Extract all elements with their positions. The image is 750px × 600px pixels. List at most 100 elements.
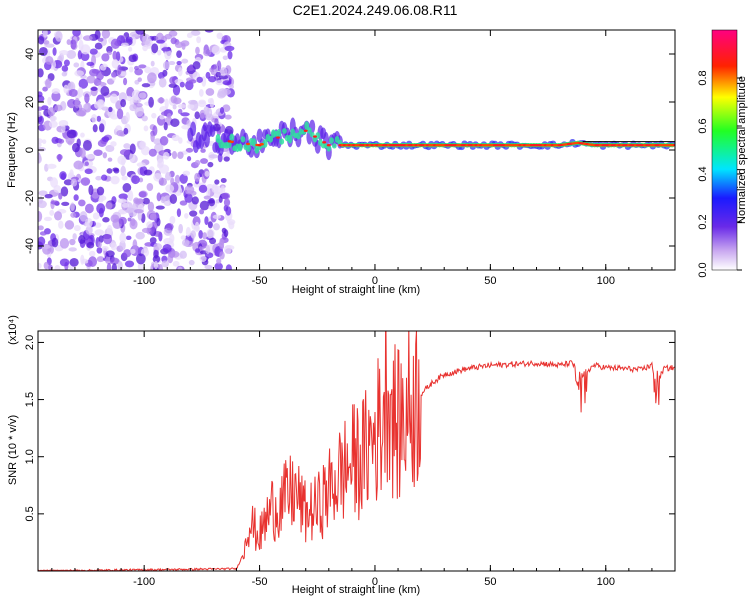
noise-speckle — [157, 72, 165, 80]
noise-speckle — [102, 152, 108, 159]
ridge-mid — [229, 133, 235, 142]
noise-speckle — [134, 209, 144, 214]
colorbar-tick-label: 0.6 — [697, 118, 709, 133]
noise-speckle — [194, 159, 201, 166]
noise-speckle — [179, 200, 188, 206]
noise-speckle — [43, 216, 52, 222]
noise-speckle — [94, 42, 103, 50]
noise-speckle — [119, 149, 130, 156]
noise-speckle — [199, 255, 207, 262]
noise-speckle — [157, 158, 164, 168]
noise-speckle — [166, 112, 172, 119]
ridge-mid — [262, 139, 268, 148]
noise-speckle — [122, 182, 132, 193]
noise-speckle — [205, 71, 211, 79]
noise-speckle — [120, 98, 127, 108]
noise-speckle — [69, 238, 76, 246]
noise-speckle — [156, 39, 166, 44]
noise-speckle — [67, 82, 74, 90]
noise-speckle — [219, 251, 225, 260]
noise-speckle — [72, 233, 77, 240]
noise-speckle — [196, 36, 202, 44]
noise-speckle — [38, 68, 44, 78]
noise-speckle — [38, 115, 44, 125]
snr-y-ticks: 0.5 1.0 1.5 2.0 — [24, 335, 675, 522]
noise-speckle — [161, 47, 171, 52]
noise-speckle — [89, 48, 98, 55]
colorbar-tick-label: 0.2 — [697, 214, 709, 229]
noise-speckle — [147, 201, 155, 212]
noise-speckle — [157, 49, 162, 56]
ridge-core — [259, 143, 264, 146]
ridge-mid — [268, 135, 274, 143]
noise-speckle — [38, 94, 45, 103]
noise-speckle — [152, 255, 161, 264]
noise-speckle — [209, 237, 217, 245]
noise-speckle — [220, 67, 228, 77]
noise-speckle — [38, 190, 48, 196]
noise-speckle — [143, 125, 149, 132]
noise-speckle — [191, 196, 199, 205]
noise-speckle — [158, 177, 167, 186]
spectrogram-panel: -100 -50 0 50 100 -40 -20 0 20 40 Height of stra… — [6, 29, 676, 296]
noise-speckle — [195, 248, 201, 253]
noise-speckle — [208, 75, 217, 83]
noise-speckle — [139, 141, 147, 149]
noise-speckle — [165, 222, 174, 231]
noise-speckle — [136, 162, 146, 168]
noise-speckle — [55, 30, 63, 42]
noise-speckle — [70, 178, 78, 187]
noise-speckle — [42, 139, 47, 145]
noise-speckle — [180, 235, 187, 240]
noise-speckle — [157, 264, 164, 270]
snr-frame — [37, 330, 676, 572]
noise-speckle — [203, 49, 212, 57]
noise-speckle — [179, 173, 188, 184]
noise-speckle — [69, 169, 74, 178]
noise-speckle — [88, 256, 98, 267]
noise-speckle — [102, 217, 110, 223]
noise-speckle — [203, 106, 210, 116]
noise-speckle — [222, 80, 232, 86]
noise-speckle — [74, 97, 80, 109]
ridge-core — [312, 135, 317, 138]
noise-speckle — [60, 186, 69, 197]
noise-speckle — [123, 249, 132, 258]
noise-speckle — [92, 124, 98, 133]
noise-speckle — [197, 100, 207, 108]
x-tick-label: -50 — [252, 275, 268, 287]
noise-speckle — [121, 202, 130, 208]
ridge-mid — [304, 121, 310, 131]
noise-speckle — [61, 65, 69, 72]
ridge-mid — [282, 128, 287, 134]
noise-speckle — [93, 149, 103, 156]
noise-speckle — [228, 84, 234, 90]
noise-speckle — [178, 137, 183, 144]
snr-y-scale-label: (x10⁴) — [7, 315, 19, 345]
noise-speckle — [100, 86, 110, 97]
noise-speckle — [199, 209, 205, 215]
noise-speckle — [42, 30, 48, 38]
ridge-core — [322, 141, 327, 144]
ridge-mid — [246, 144, 251, 153]
ridge-mid — [307, 127, 312, 134]
noise-speckle — [220, 177, 227, 183]
noise-speckle — [96, 70, 104, 81]
noise-speckle — [205, 113, 214, 121]
noise-speckle — [221, 227, 227, 234]
noise-speckle — [141, 83, 151, 88]
noise-speckle — [101, 106, 109, 111]
noise-speckle — [187, 103, 195, 110]
noise-speckle — [169, 193, 178, 204]
noise-speckle — [224, 114, 232, 120]
noise-speckle — [129, 152, 136, 163]
y-tick-label: 1.5 — [24, 392, 36, 407]
noise-speckle — [70, 212, 77, 218]
noise-speckle — [203, 195, 211, 200]
noise-speckle — [101, 53, 110, 62]
snr-series-line — [38, 331, 675, 571]
noise-speckle — [63, 59, 70, 67]
noise-speckle — [110, 214, 120, 223]
x-tick-label: 0 — [372, 275, 378, 287]
